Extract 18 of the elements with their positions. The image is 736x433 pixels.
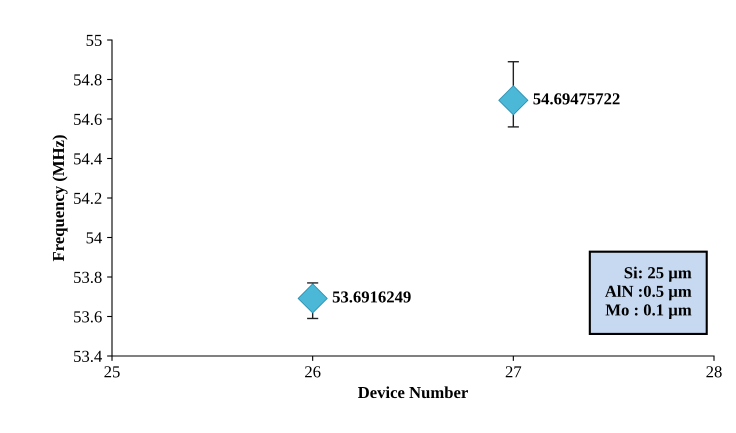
x-tick-label: 25 <box>104 366 120 378</box>
x-axis-title: Device Number <box>358 386 468 398</box>
data-label: 53.6916249 <box>332 291 411 303</box>
x-tick-label: 26 <box>305 366 321 378</box>
y-axis-title: Frequency (MHz) <box>52 135 68 262</box>
x-tick-label: 27 <box>506 366 522 378</box>
y-tick-label: 54.4 <box>74 153 102 165</box>
data-label: 54.69475722 <box>533 93 620 105</box>
x-tick-label: 28 <box>706 366 722 378</box>
y-tick-label: 54 <box>86 232 102 244</box>
y-tick-label: 55 <box>86 34 102 46</box>
y-tick-label: 54.2 <box>74 192 102 204</box>
y-tick-label: 54.6 <box>74 114 102 126</box>
y-tick-label: 53.4 <box>74 350 102 362</box>
y-tick-label: 54.8 <box>74 74 102 86</box>
y-tick-label: 53.6 <box>74 311 102 323</box>
annotation: Si: 25 µm AlN :0.5 µm Mo : 0.1 µm <box>604 266 692 319</box>
y-tick-label: 53.8 <box>74 272 102 284</box>
